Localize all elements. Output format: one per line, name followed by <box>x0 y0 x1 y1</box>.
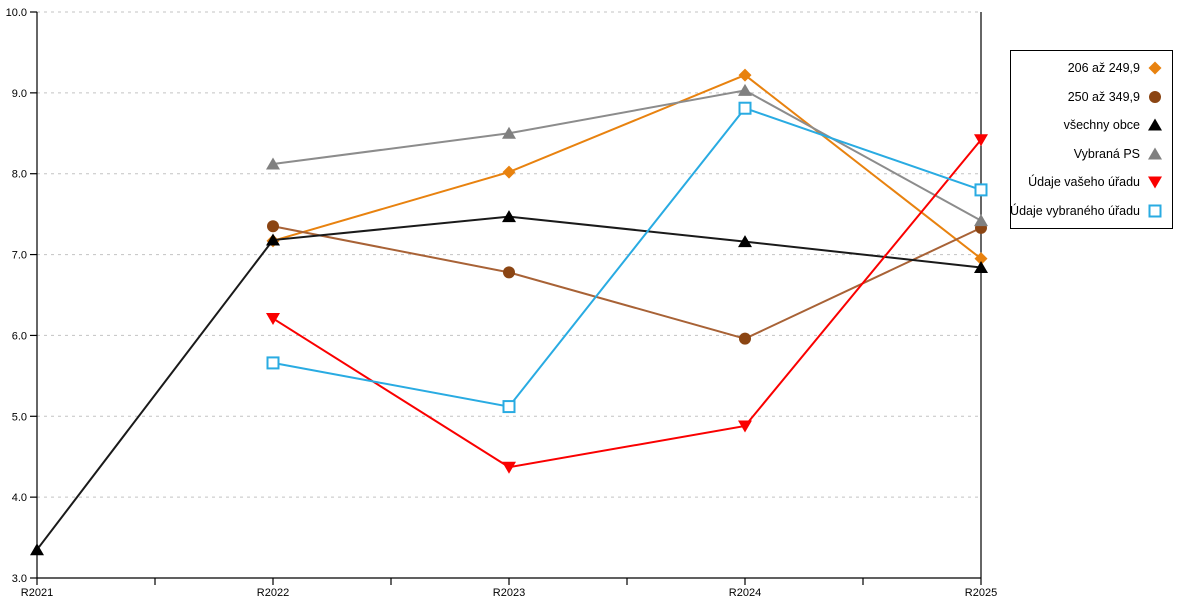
x-tick-label: R2022 <box>257 587 289 599</box>
triangle-up-marker <box>974 214 988 227</box>
legend-item: 206 až 249,9 <box>1011 54 1172 83</box>
y-tick-label: 7.0 <box>12 250 27 262</box>
legend-label: Vybraná PS <box>1073 146 1140 161</box>
y-tick-label: 9.0 <box>12 88 27 100</box>
triangle-down-marker <box>974 134 988 147</box>
triangle-down-marker <box>1148 176 1162 189</box>
legend-label: 206 až 249,9 <box>1067 61 1140 76</box>
x-tick-label: R2024 <box>729 587 761 599</box>
diamond-marker <box>974 252 988 266</box>
legend-item: všechny obce <box>1011 111 1172 140</box>
legend-label: 250 až 349,9 <box>1067 89 1140 104</box>
circle-icon <box>1149 90 1161 103</box>
series-line <box>272 225 982 340</box>
triangle-up-marker <box>974 261 988 274</box>
x-tick-label: R2021 <box>21 587 53 599</box>
y-tick-label: 8.0 <box>12 169 27 181</box>
square-open-marker <box>266 356 280 370</box>
series-line <box>272 89 982 222</box>
circle-marker <box>739 332 751 345</box>
y-tick-label: 4.0 <box>12 492 27 504</box>
triangle-up-marker <box>30 543 44 556</box>
diamond-icon <box>1148 61 1162 75</box>
square-open-marker <box>502 400 516 414</box>
triangle-up-marker <box>502 210 516 223</box>
x-tick-label: R2023 <box>493 587 525 599</box>
circle-marker <box>1149 90 1161 103</box>
triangle-up-icon <box>1148 147 1162 160</box>
triangle-up-marker <box>738 83 752 96</box>
triangle-up-marker <box>266 233 280 246</box>
diamond-marker <box>502 165 516 179</box>
triangle-down-marker <box>266 312 280 325</box>
square-open-icon <box>1148 204 1162 218</box>
series-line <box>272 73 982 260</box>
triangle-up-icon <box>1148 118 1162 131</box>
y-tick-label: 3.0 <box>12 573 27 585</box>
legend-label: Údaje vašeho úřadu <box>1028 175 1140 190</box>
triangle-up-marker <box>1148 118 1162 131</box>
triangle-down-icon <box>1148 176 1162 189</box>
square-open-marker <box>738 101 752 115</box>
triangle-up-marker <box>266 157 280 170</box>
circle-marker <box>267 220 279 233</box>
square-open-marker <box>1148 204 1162 218</box>
triangle-up-marker <box>502 126 516 139</box>
y-tick-label: 5.0 <box>12 411 27 423</box>
square-open-marker <box>974 183 988 197</box>
triangle-down-marker <box>502 461 516 474</box>
legend-item: Vybraná PS <box>1011 140 1172 169</box>
legend-label: všechny obce <box>1063 118 1140 133</box>
x-tick-label: R2025 <box>965 587 997 599</box>
series-line <box>272 107 982 408</box>
legend-label: Údaje vybraného úřadu <box>1010 203 1140 218</box>
diamond-marker <box>1148 61 1162 75</box>
legend-item: 250 až 349,9 <box>1011 83 1172 112</box>
circle-marker <box>503 266 515 279</box>
diamond-marker <box>738 68 752 82</box>
y-tick-label: 10.0 <box>6 7 27 19</box>
triangle-up-marker <box>738 235 752 248</box>
triangle-down-marker <box>738 420 752 433</box>
y-tick-label: 6.0 <box>12 330 27 342</box>
legend-item: Údaje vašeho úřadu <box>1011 168 1172 197</box>
series-line <box>272 139 982 469</box>
triangle-up-marker <box>1148 147 1162 160</box>
legend: 206 až 249,9 250 až 349,9 všechny obce Vybr… <box>1010 50 1173 229</box>
legend-item: Údaje vybraného úřadu <box>1010 197 1172 226</box>
